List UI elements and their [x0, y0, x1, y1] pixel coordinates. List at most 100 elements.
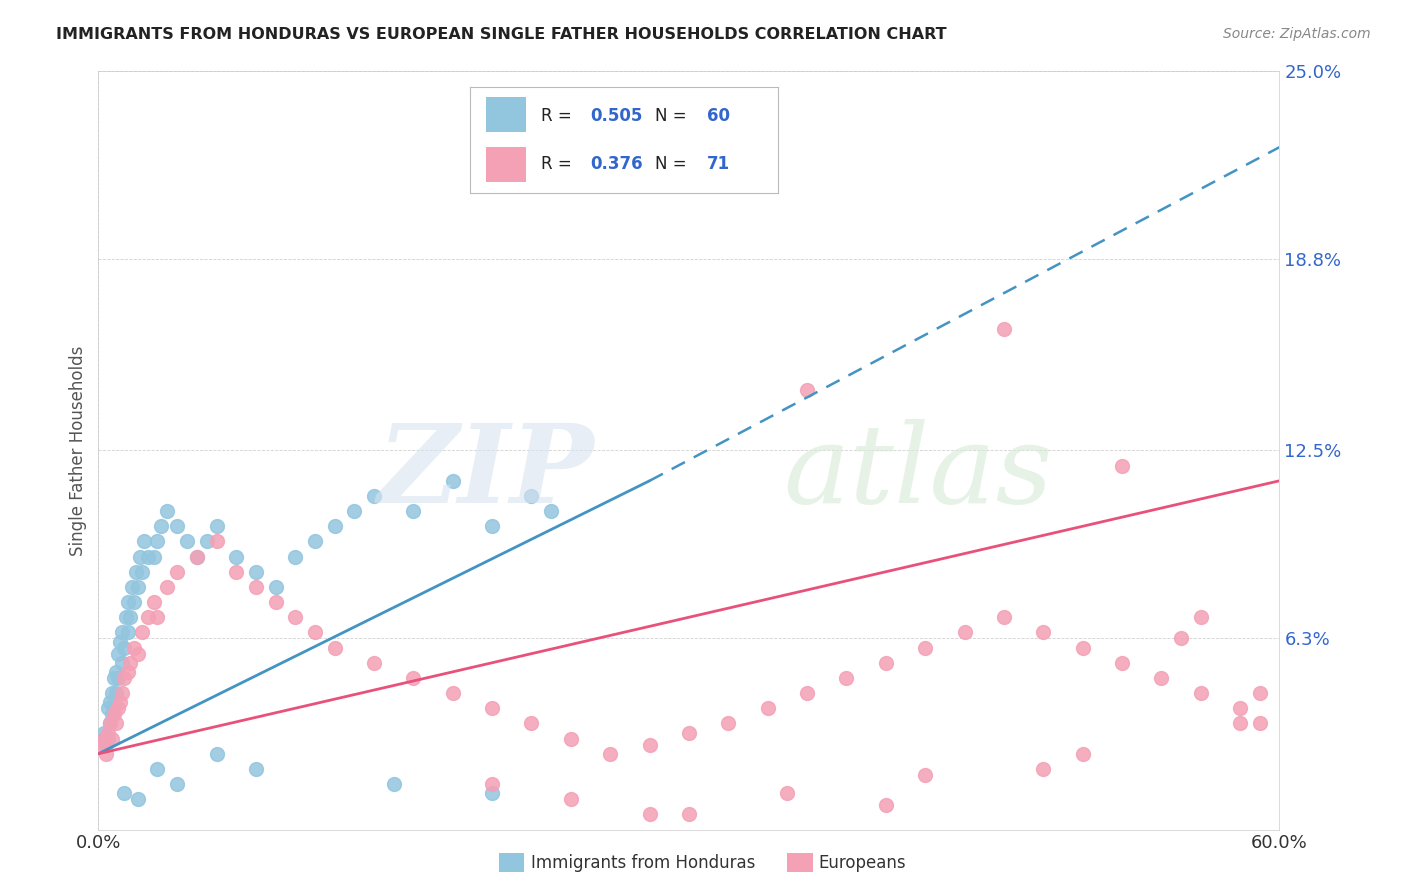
Point [131, 565, 153, 579]
Point [875, 798, 897, 813]
Point [835, 671, 858, 685]
Point [93, 725, 115, 739]
Point [560, 731, 582, 746]
Point [98, 695, 121, 709]
Point [520, 489, 543, 503]
Point [118, 610, 141, 624]
Point [125, 565, 148, 579]
Point [136, 549, 159, 564]
Point [796, 686, 818, 700]
Point [323, 640, 346, 655]
Point [156, 504, 179, 518]
Point [914, 768, 936, 782]
Point [127, 792, 149, 806]
Point [112, 640, 135, 655]
Point [1150, 671, 1173, 685]
Point [1189, 686, 1212, 700]
Point [132, 534, 155, 549]
Point [717, 716, 740, 731]
Point [343, 504, 366, 518]
Text: IMMIGRANTS FROM HONDURAS VS EUROPEAN SINGLE FATHER HOUSEHOLDS CORRELATION CHART: IMMIGRANTS FROM HONDURAS VS EUROPEAN SIN… [56, 27, 946, 42]
Point [142, 595, 165, 609]
Point [150, 519, 173, 533]
Point [186, 549, 208, 564]
Point [195, 534, 218, 549]
Point [91, 738, 114, 752]
Point [1071, 747, 1094, 761]
Point [117, 665, 139, 679]
Point [245, 580, 267, 594]
Point [1189, 610, 1212, 624]
Text: atlas: atlas [783, 419, 1053, 527]
Point [112, 671, 135, 685]
Point [97, 701, 120, 715]
Point [1229, 716, 1251, 731]
Point [96, 738, 118, 752]
Point [560, 792, 582, 806]
Point [205, 519, 228, 533]
Point [520, 716, 543, 731]
Point [481, 777, 503, 791]
Point [131, 625, 153, 640]
Point [101, 707, 124, 722]
Point [107, 671, 129, 685]
Point [245, 565, 267, 579]
Point [382, 777, 405, 791]
Point [402, 671, 425, 685]
Point [96, 747, 118, 761]
Point [186, 549, 208, 564]
Point [1111, 458, 1133, 473]
Point [914, 640, 936, 655]
Point [205, 534, 228, 549]
Point [599, 747, 621, 761]
Point [107, 647, 129, 661]
Point [98, 716, 121, 731]
Text: ZIP: ZIP [378, 419, 595, 527]
Point [146, 762, 169, 776]
Text: Europeans: Europeans [818, 854, 905, 871]
Point [225, 549, 247, 564]
Point [481, 701, 503, 715]
Point [108, 695, 131, 709]
Point [678, 807, 700, 822]
Point [796, 383, 818, 397]
Point [108, 634, 131, 648]
Point [128, 549, 150, 564]
Point [103, 701, 125, 715]
Point [284, 549, 307, 564]
Point [993, 322, 1015, 336]
Point [363, 489, 385, 503]
Point [122, 640, 145, 655]
Point [166, 565, 188, 579]
Point [1249, 716, 1271, 731]
Point [1032, 762, 1054, 776]
Point [117, 595, 139, 609]
Point [142, 549, 165, 564]
Point [98, 716, 121, 731]
Point [117, 625, 139, 640]
Point [115, 610, 138, 624]
Point [1229, 701, 1251, 715]
Point [441, 474, 464, 488]
Point [93, 731, 115, 746]
Point [127, 647, 149, 661]
Point [103, 707, 125, 722]
Point [481, 786, 503, 800]
Point [205, 747, 228, 761]
Point [112, 786, 135, 800]
Point [304, 625, 326, 640]
Point [264, 580, 287, 594]
Point [264, 595, 287, 609]
Point [136, 610, 159, 624]
Point [176, 534, 198, 549]
Point [225, 565, 247, 579]
Point [101, 686, 124, 700]
Point [993, 610, 1015, 624]
Point [638, 807, 661, 822]
Point [953, 625, 976, 640]
Point [1170, 632, 1192, 646]
Point [638, 738, 661, 752]
Y-axis label: Single Father Households: Single Father Households [69, 345, 87, 556]
Point [111, 656, 134, 670]
Point [101, 731, 124, 746]
